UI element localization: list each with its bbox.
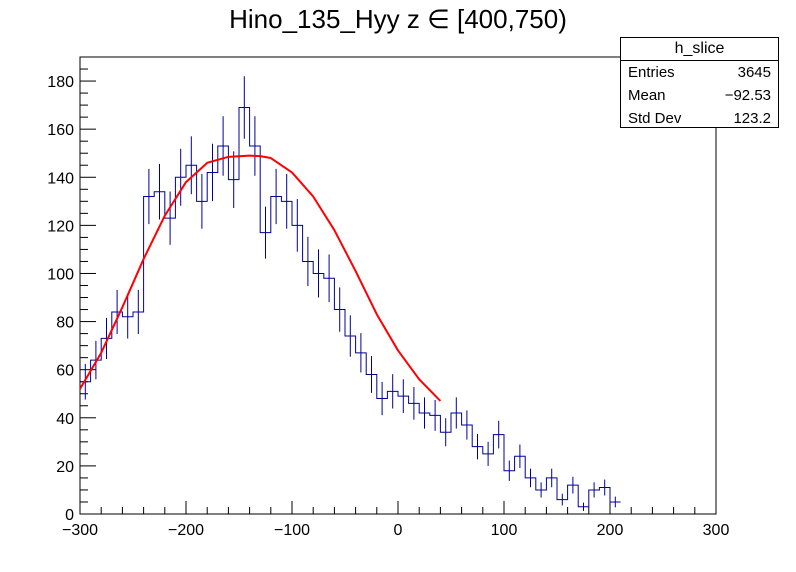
y-tick-label: 160 xyxy=(47,122,74,139)
x-tick-label: 100 xyxy=(491,522,518,539)
y-tick-label: 60 xyxy=(56,363,74,380)
stats-value-stddev: 123.2 xyxy=(733,110,771,127)
x-tick-label: −300 xyxy=(62,522,98,539)
y-tick-label: 180 xyxy=(47,74,74,91)
stats-row-entries: Entries 3645 xyxy=(621,61,778,84)
stats-row-mean: Mean −92.53 xyxy=(621,84,778,107)
y-tick-label: 40 xyxy=(56,411,74,428)
chart-title: Hino_135_Hyy z ∈ [400,750) xyxy=(229,4,567,34)
y-tick-label: 120 xyxy=(47,218,74,235)
stats-box: h_slice Entries 3645 Mean −92.53 Std Dev… xyxy=(620,37,779,128)
stats-box-title: h_slice xyxy=(621,38,778,61)
y-tick-label: 140 xyxy=(47,170,74,187)
stats-label-mean: Mean xyxy=(628,87,666,104)
fit-curve xyxy=(79,154,442,402)
y-tick-label: 20 xyxy=(56,459,74,476)
y-tick-label: 100 xyxy=(47,266,74,283)
x-tick-label: −100 xyxy=(274,522,310,539)
x-tick-label: −200 xyxy=(168,522,204,539)
x-tick-label: 300 xyxy=(703,522,730,539)
stats-value-mean: −92.53 xyxy=(724,87,771,104)
stats-label-entries: Entries xyxy=(628,64,675,81)
x-tick-label: 200 xyxy=(597,522,624,539)
x-tick-label: 0 xyxy=(394,522,403,539)
y-tick-label: 0 xyxy=(65,507,74,524)
y-tick-label: 80 xyxy=(56,315,74,332)
stats-label-stddev: Std Dev xyxy=(628,110,682,127)
stats-row-stddev: Std Dev 123.2 xyxy=(621,107,778,130)
stats-value-entries: 3645 xyxy=(737,64,771,81)
histogram-outline xyxy=(80,107,621,508)
